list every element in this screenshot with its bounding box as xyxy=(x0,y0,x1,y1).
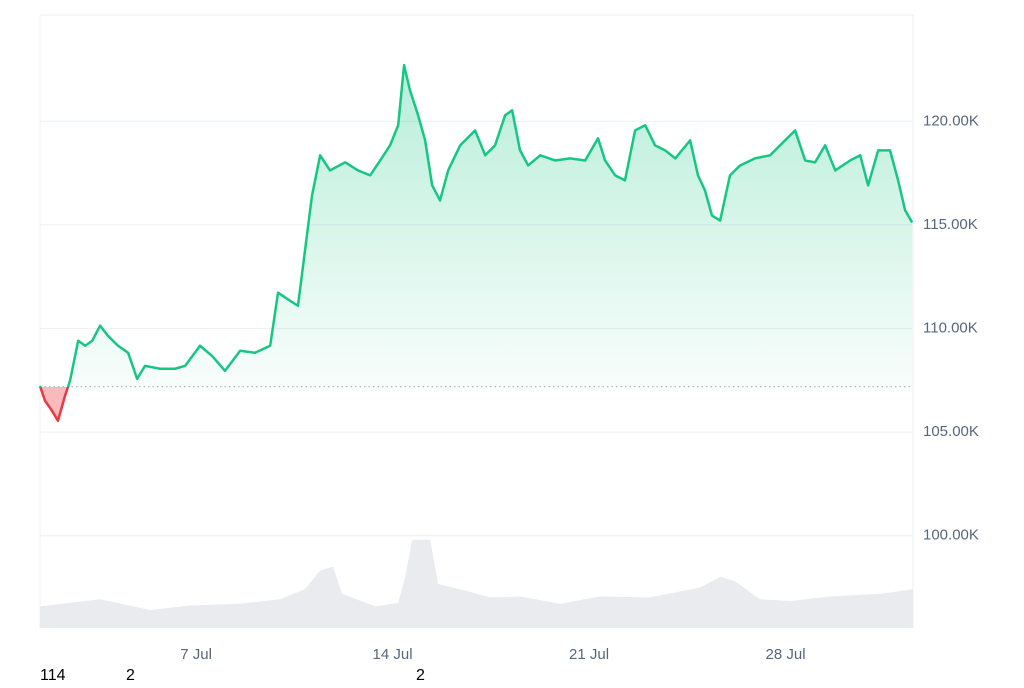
x-tick-label: 14 Jul xyxy=(373,646,413,663)
y-tick-label: 110.00K xyxy=(923,320,978,337)
y-tick-label: 120.00K xyxy=(923,112,979,129)
stray-label: 2 xyxy=(126,667,135,683)
price-line xyxy=(38,63,914,423)
x-tick-label: 21 Jul xyxy=(569,646,609,663)
price-area xyxy=(40,65,913,421)
y-tick-label: 105.00K xyxy=(923,423,979,440)
stray-label: 114 xyxy=(40,667,66,683)
y-tick-label: 115.00K xyxy=(923,216,978,233)
volume-area xyxy=(40,539,913,628)
x-tick-label: 7 Jul xyxy=(180,646,212,663)
y-tick-label: 100.00K xyxy=(923,527,979,544)
x-tick-label: 28 Jul xyxy=(766,646,806,663)
stray-label: 2 xyxy=(416,667,425,683)
